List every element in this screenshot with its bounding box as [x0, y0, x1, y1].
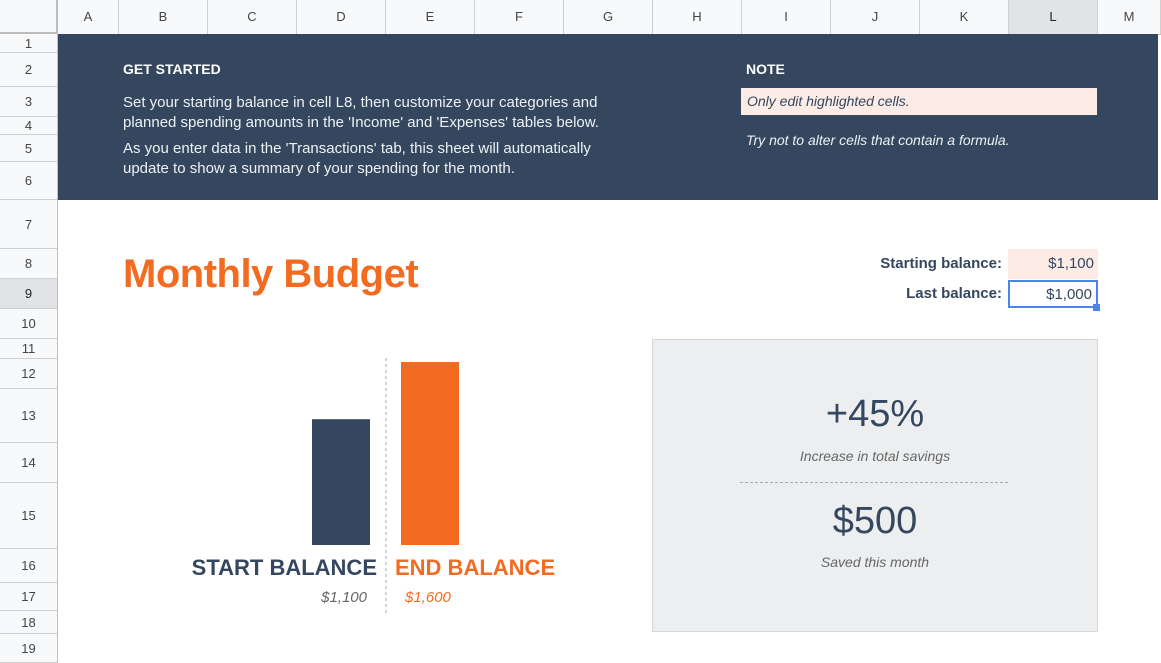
row-header-15[interactable]: 15: [0, 483, 57, 549]
category-label-start: START BALANCE: [192, 555, 377, 580]
last-balance-cell[interactable]: $1,000: [1008, 280, 1098, 308]
row-header-7[interactable]: 7: [0, 200, 57, 249]
column-header-i[interactable]: I: [742, 0, 831, 34]
value-label-start: $1,100: [320, 589, 368, 606]
row-header-10[interactable]: 10: [0, 309, 57, 339]
instructions-line-1: Set your starting balance in cell L8, th…: [123, 94, 598, 111]
select-all-corner[interactable]: [0, 0, 58, 34]
note-text: Try not to alter cells that contain a fo…: [746, 132, 1010, 148]
column-header-f[interactable]: F: [475, 0, 564, 34]
row-header-19[interactable]: 19: [0, 634, 57, 663]
instructions-line-4: update to show a summary of your spendin…: [123, 160, 515, 177]
row-header-8[interactable]: 8: [0, 249, 57, 279]
row-header-bar: [0, 34, 58, 663]
row-header-2[interactable]: 2: [0, 53, 57, 87]
row-header-6[interactable]: 6: [0, 162, 57, 200]
column-header-c[interactable]: C: [208, 0, 297, 34]
row-header-11[interactable]: 11: [0, 339, 57, 359]
column-header-m[interactable]: M: [1098, 0, 1161, 34]
column-header-h[interactable]: H: [653, 0, 742, 34]
row-header-12[interactable]: 12: [0, 359, 57, 389]
note-heading: NOTE: [746, 61, 785, 77]
summary-divider: [740, 482, 1008, 483]
note-highlight-cell[interactable]: Only edit highlighted cells.: [741, 88, 1097, 115]
column-header-a[interactable]: A: [58, 0, 119, 34]
column-header-d[interactable]: D: [297, 0, 386, 34]
column-header-b[interactable]: B: [119, 0, 208, 34]
column-header-g[interactable]: G: [564, 0, 653, 34]
get-started-heading: GET STARTED: [123, 61, 221, 77]
column-header-k[interactable]: K: [920, 0, 1009, 34]
row-header-18[interactable]: 18: [0, 611, 57, 634]
instructions-line-3: As you enter data in the 'Transactions' …: [123, 140, 591, 157]
row-header-17[interactable]: 17: [0, 583, 57, 611]
row-header-13[interactable]: 13: [0, 389, 57, 443]
increase-percentage: +45%: [825, 393, 925, 435]
starting-balance-label: Starting balance:: [880, 255, 1002, 272]
saved-caption: Saved this month: [820, 554, 930, 570]
bar-start-balance: [312, 419, 370, 545]
row-header-1[interactable]: 1: [0, 34, 57, 53]
starting-balance-cell[interactable]: $1,100: [1008, 249, 1098, 279]
savings-summary-card: [652, 339, 1098, 632]
page-title: Monthly Budget: [123, 252, 419, 296]
row-header-14[interactable]: 14: [0, 443, 57, 483]
get-started-banner: [58, 34, 1158, 200]
column-header-l[interactable]: L: [1009, 0, 1098, 34]
row-header-3[interactable]: 3: [0, 87, 57, 117]
balance-chart: START BALANCE END BALANCE $1,100 $1,600: [192, 358, 555, 613]
fill-handle[interactable]: [1093, 304, 1100, 311]
row-header-4[interactable]: 4: [0, 117, 57, 135]
instructions-line-2: planned spending amounts in the 'Income'…: [123, 114, 599, 131]
bar-end-balance: [401, 362, 459, 545]
column-header-bar: A B C D E F G H I J K L M: [0, 0, 1161, 35]
row-header-9[interactable]: 9: [0, 279, 57, 309]
category-label-end: END BALANCE: [395, 555, 555, 580]
row-header-16[interactable]: 16: [0, 549, 57, 583]
saved-amount: $500: [832, 500, 918, 542]
last-balance-label: Last balance:: [906, 285, 1002, 302]
column-header-e[interactable]: E: [386, 0, 475, 34]
row-header-5[interactable]: 5: [0, 135, 57, 162]
increase-caption: Increase in total savings: [799, 448, 951, 464]
column-header-j[interactable]: J: [831, 0, 920, 34]
value-label-end: $1,600: [404, 589, 452, 606]
